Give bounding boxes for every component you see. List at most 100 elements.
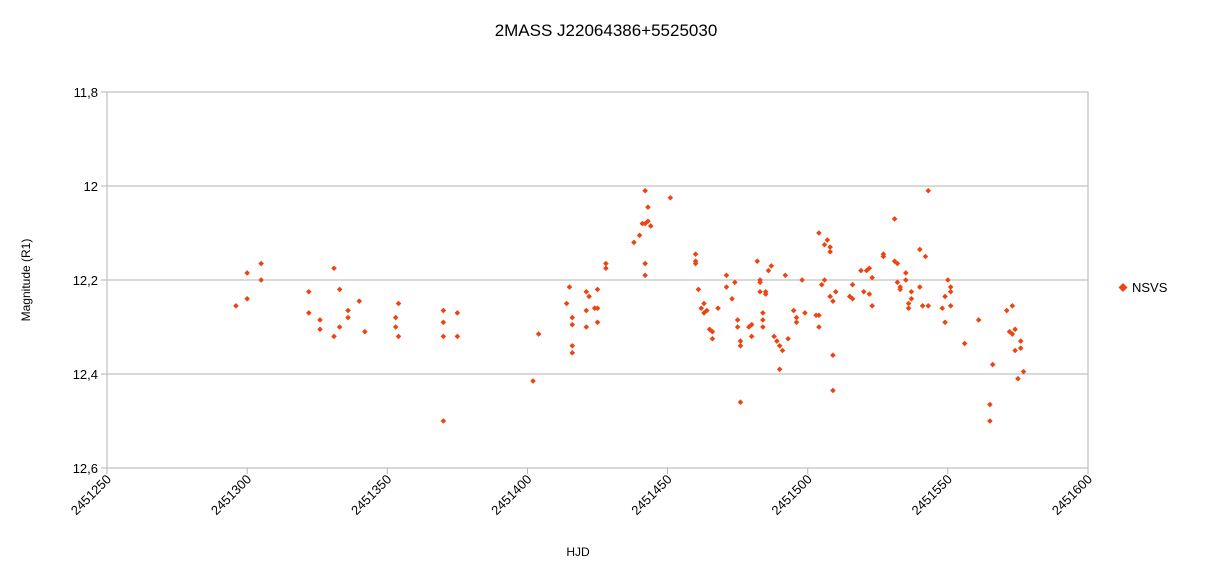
data-point [818, 281, 825, 288]
data-point [894, 260, 901, 267]
gridlines [107, 91, 1088, 469]
data-point [1020, 368, 1027, 375]
data-point [642, 272, 648, 279]
data-point [566, 284, 573, 290]
data-point [583, 324, 590, 330]
data-point [317, 326, 323, 333]
data-point [642, 220, 648, 227]
data-point [908, 296, 915, 302]
data-point [821, 241, 828, 248]
data-point [757, 288, 763, 295]
data-point [734, 317, 741, 323]
data-point [765, 267, 772, 274]
data-point [785, 335, 791, 342]
data-point [793, 319, 800, 326]
data-point [639, 220, 646, 227]
x-tick-label: 2451600 [1049, 472, 1095, 518]
data-point [440, 319, 447, 326]
data-point [905, 300, 912, 307]
data-point [244, 270, 250, 276]
data-point [903, 270, 909, 276]
chart-title: 2MASS J22064386+5525030 [495, 21, 718, 40]
x-axis: 2451250 2451300 2451350 2451400 2451450 24515… [68, 468, 1095, 518]
data-point [331, 265, 337, 272]
data-point [790, 307, 797, 314]
data-point [947, 288, 954, 295]
data-point [563, 300, 570, 307]
y-axis: 11,8 12 12,2 12,4 12,6 [73, 85, 107, 476]
data-point [768, 263, 775, 269]
data-point [922, 253, 929, 260]
data-point [306, 310, 312, 316]
data-point [569, 343, 576, 349]
data-point [594, 319, 601, 326]
data-point [813, 312, 819, 319]
data-point [454, 310, 461, 316]
y-tick-label: 12 [84, 179, 98, 194]
data-point [258, 260, 264, 267]
data-point [824, 237, 831, 243]
data-point [395, 300, 402, 307]
data-point [925, 303, 932, 309]
data-point [636, 232, 643, 239]
data-point [799, 277, 805, 283]
data-point [594, 305, 601, 311]
data-point [306, 288, 312, 295]
data-point [392, 324, 399, 330]
data-point [869, 274, 875, 281]
y-tick-label: 12,6 [73, 461, 98, 476]
x-axis-label: HJD [566, 545, 590, 559]
data-point [891, 216, 898, 222]
data-point [849, 281, 856, 288]
data-point [849, 296, 856, 302]
data-point [667, 194, 674, 201]
data-point [569, 350, 576, 356]
data-point [737, 343, 744, 349]
data-point [692, 260, 699, 267]
data-point [345, 314, 351, 321]
data-point [454, 333, 461, 340]
data-point [987, 418, 993, 424]
data-point [440, 333, 447, 340]
data-point [336, 286, 343, 293]
data-point [569, 321, 576, 328]
data-point [830, 298, 836, 304]
data-point [975, 317, 982, 323]
data-point [757, 279, 763, 286]
data-point [925, 187, 932, 194]
data-point [709, 335, 716, 342]
x-tick-label: 2451300 [208, 472, 254, 518]
data-point [939, 305, 946, 311]
data-point [591, 305, 598, 311]
data-point [748, 321, 755, 328]
data-point [317, 317, 323, 323]
data-point [583, 288, 590, 295]
data-point [793, 314, 800, 321]
data-point [860, 288, 867, 295]
data-point [645, 204, 651, 210]
data-point [987, 401, 993, 408]
data-point [732, 279, 738, 286]
data-point [729, 296, 735, 302]
data-point [816, 312, 822, 319]
legend-label-nsvs: NSVS [1132, 280, 1168, 295]
legend: NSVS [1118, 280, 1168, 295]
data-point [1012, 347, 1018, 354]
data-point [917, 284, 923, 290]
data-point [331, 333, 337, 340]
data-point [869, 303, 875, 309]
data-point [734, 324, 741, 330]
data-point [1003, 307, 1010, 314]
data-point [760, 317, 766, 323]
data-point [748, 333, 755, 340]
data-point [594, 286, 601, 293]
data-point [698, 305, 705, 311]
data-point [776, 366, 783, 373]
data-point [776, 343, 783, 349]
data-point [709, 328, 716, 335]
data-point [244, 296, 250, 302]
data-point [233, 303, 239, 309]
y-tick-label: 11,8 [74, 85, 98, 100]
data-point [762, 288, 769, 295]
